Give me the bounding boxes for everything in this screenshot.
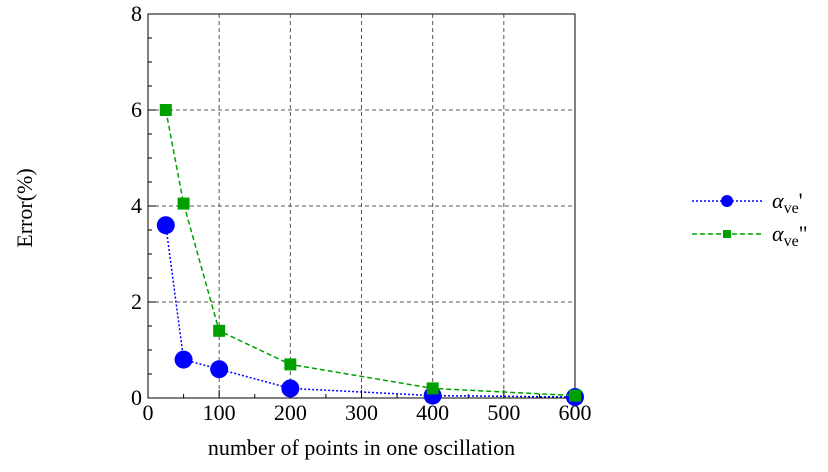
y-tick-label: 6 <box>131 97 142 122</box>
y-tick-label: 8 <box>131 1 142 26</box>
y-tick-label: 4 <box>131 193 142 218</box>
data-point <box>210 360 229 379</box>
x-tick-label: 0 <box>143 400 154 425</box>
legend-item-1: αve' <box>692 188 803 217</box>
data-point <box>426 382 439 395</box>
series-layer <box>156 104 584 407</box>
x-tick-label: 100 <box>203 400 236 425</box>
data-point <box>281 379 300 398</box>
legend-label: αve" <box>772 221 808 250</box>
y-tick-label: 2 <box>131 289 142 314</box>
series-line <box>165 225 576 398</box>
y-tick-label: 0 <box>131 385 142 410</box>
x-tick-label: 200 <box>274 400 307 425</box>
data-point <box>177 197 190 210</box>
data-point <box>156 216 175 235</box>
data-point <box>284 358 297 371</box>
legend-item-2: αve" <box>692 221 808 250</box>
legend-label: αve' <box>772 188 803 217</box>
data-point <box>159 104 172 116</box>
x-tick-label: 500 <box>487 400 520 425</box>
series-line <box>165 109 576 397</box>
data-point <box>569 389 581 402</box>
grid-lines <box>148 14 575 398</box>
legend-marker <box>721 195 733 207</box>
data-point <box>174 350 193 369</box>
x-tick-label: 300 <box>345 400 378 425</box>
legend-marker <box>723 230 731 238</box>
data-point <box>213 324 226 337</box>
series-2 <box>159 104 581 402</box>
legend: αve' αve" <box>692 188 808 250</box>
y-axis-title: Error(%) <box>12 168 37 247</box>
x-axis-title: number of points in one oscillation <box>208 435 515 460</box>
